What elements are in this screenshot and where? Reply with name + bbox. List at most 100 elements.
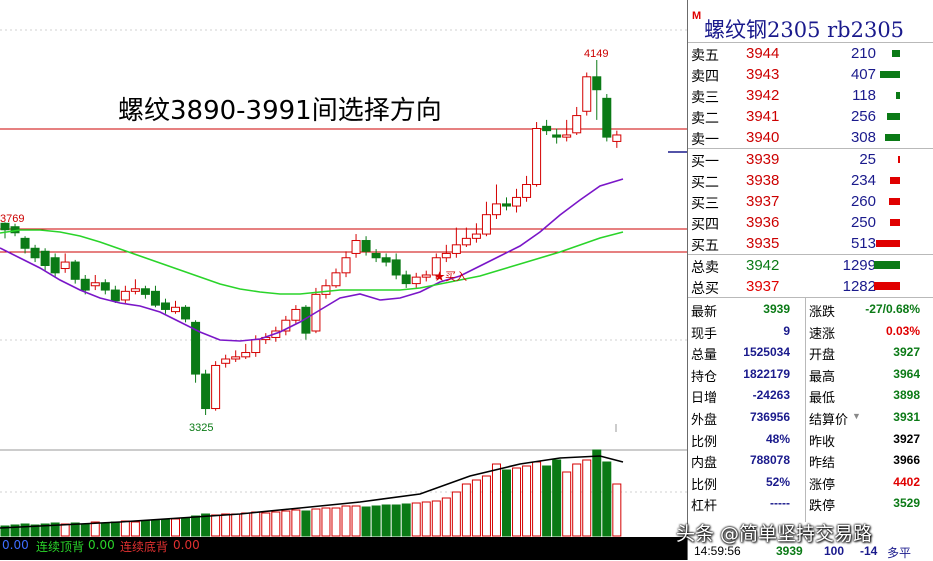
- volume-bar: [0, 525, 10, 537]
- bid-level-row[interactable]: 买四 3936 250: [688, 212, 933, 233]
- candle-body: [120, 290, 130, 301]
- market-marker: M: [692, 10, 702, 22]
- stat-value: -24263: [752, 388, 790, 403]
- stat-label: 开盘: [809, 348, 836, 364]
- level-label: 卖一: [691, 132, 719, 148]
- volume-bar: [261, 512, 271, 537]
- volume-bar: [552, 459, 562, 537]
- ask-level-row[interactable]: 卖四 3943 407: [688, 64, 933, 85]
- ask-level-row[interactable]: 卖一 3940 308: [688, 127, 933, 148]
- kline-chart[interactable]: 4149 3325 3769 ★买入 螺纹3890-3991间选择方向 0.00 连续…: [0, 0, 687, 560]
- level-price: 3942: [746, 87, 780, 104]
- volume-bar: [522, 465, 532, 537]
- candle-body: [351, 240, 361, 254]
- level-price: 3936: [746, 214, 780, 231]
- candle-body: [30, 247, 40, 259]
- bid-level-row[interactable]: 买二 3938 234: [688, 170, 933, 191]
- candle-body: [401, 274, 411, 285]
- ask-level-row[interactable]: 卖三 3942 118: [688, 85, 933, 106]
- level-volume: 256: [850, 108, 876, 125]
- candle-body: [60, 261, 70, 270]
- indicator-value-2: 0.00: [88, 538, 115, 552]
- stat-value: -27/0.68%: [865, 302, 920, 316]
- divider: [805, 297, 806, 522]
- candle-body: [512, 196, 522, 207]
- candle-body: [50, 257, 60, 274]
- kline-chart-svg[interactable]: 4149 3325 3769 ★买入: [0, 0, 687, 537]
- volume-bar: [612, 483, 622, 537]
- volume-bar: [191, 515, 201, 537]
- stat-label: 结算价: [809, 413, 849, 428]
- volume-bar: [341, 505, 351, 537]
- candle-body: [181, 306, 191, 320]
- candle-body: [481, 214, 491, 235]
- level-volume: 260: [850, 193, 876, 210]
- stat-value: 3927: [893, 345, 920, 360]
- divider: [688, 42, 933, 43]
- volume-bar: [291, 509, 301, 537]
- level-volume-bar: [887, 113, 900, 120]
- volume-bar: [211, 514, 221, 537]
- indicator-value-3: 0.00: [173, 538, 200, 552]
- volume-bar: [431, 500, 441, 537]
- candle-body: [171, 306, 181, 313]
- volume-bar: [441, 497, 451, 537]
- level-label: 买四: [691, 217, 719, 233]
- stat-row-right: 涨停 4402: [688, 472, 933, 493]
- candle-body: [522, 184, 532, 198]
- volume-bar: [171, 518, 181, 537]
- stat-label: 最新: [691, 305, 718, 320]
- bid-level-row[interactable]: 买五 3935 513: [688, 233, 933, 254]
- level-label: 卖三: [691, 90, 719, 106]
- level-label: 买五: [691, 238, 719, 254]
- candle-body: [221, 358, 231, 364]
- stat-value: 3939: [763, 302, 790, 316]
- stat-label: 涨跌: [809, 305, 836, 320]
- bid-level-row[interactable]: 买一 3939 25: [688, 149, 933, 170]
- moving-average-line-long: [0, 229, 624, 295]
- candle-body: [191, 321, 201, 375]
- stat-row-right: 涨跌 -27/0.68%: [688, 299, 933, 320]
- total-volume-bar: [874, 282, 900, 290]
- stat-label: 最低: [809, 391, 836, 407]
- stat-label: 现手: [691, 326, 718, 342]
- volume-bar: [361, 506, 371, 537]
- quote-title-row[interactable]: M 螺纹钢2305 rb2305: [688, 8, 933, 42]
- volume-bar: [160, 519, 170, 537]
- candle-body: [562, 134, 572, 138]
- ask-level-row[interactable]: 卖二 3941 256: [688, 106, 933, 127]
- volume-bar: [140, 520, 150, 537]
- stat-value: 52%: [765, 474, 790, 489]
- candle-body: [110, 289, 120, 302]
- volume-bar: [120, 520, 130, 537]
- dropdown-arrow-icon[interactable]: ▼: [852, 411, 861, 421]
- indicator-label-top-divergence: 连续顶背: [36, 540, 85, 554]
- level-volume-bar: [890, 219, 900, 226]
- level-volume-bar: [889, 198, 900, 205]
- candle-body: [461, 237, 471, 246]
- stat-label: 昨收: [809, 434, 836, 450]
- volume-bar: [532, 461, 542, 537]
- stat-row-right: 跌停 3529: [688, 493, 933, 514]
- stat-label: 最高: [809, 369, 836, 385]
- total-label: 总买: [691, 281, 719, 297]
- indicator-value-1: 0.00: [2, 538, 29, 552]
- volume-bar: [271, 511, 281, 537]
- stat-row-right: 速涨 0.03%: [688, 321, 933, 342]
- divider: [688, 297, 933, 298]
- tick-time: 14:59:56: [694, 544, 741, 558]
- indicator-label-bottom-divergence: 连续底背: [120, 540, 169, 554]
- stat-row-left: 杠杆 -----: [688, 493, 933, 514]
- bid-level-row[interactable]: 买三 3937 260: [688, 191, 933, 212]
- open-interest-line: [0, 455, 624, 529]
- level-price: 3935: [746, 235, 780, 252]
- volume-bar: [311, 508, 321, 537]
- volume-bar: [50, 522, 60, 537]
- volume-bar: [221, 513, 231, 537]
- level-volume: 407: [850, 66, 876, 83]
- ask-level-row[interactable]: 卖五 3944 210: [688, 43, 933, 64]
- candle-body: [572, 115, 582, 134]
- quote-panel: M 螺纹钢2305 rb2305 卖五 3944 210 卖四 3943 407 卖三 394…: [687, 0, 933, 560]
- total-volume-bar: [874, 261, 900, 269]
- level-volume-bar: [896, 92, 900, 99]
